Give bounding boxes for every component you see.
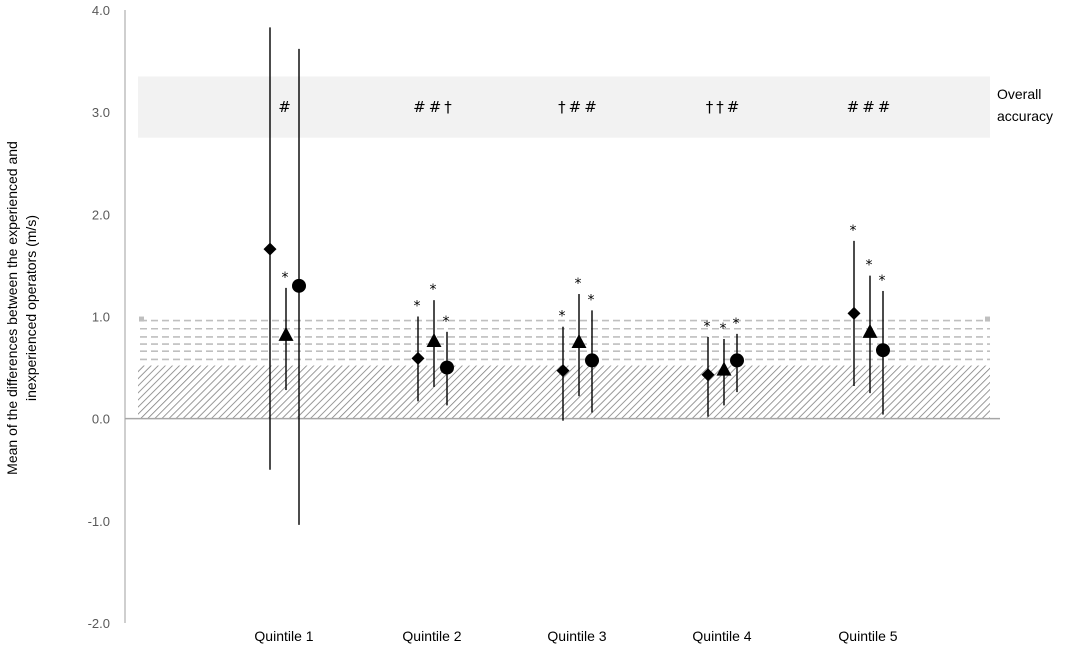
overall-accuracy-annotations: # ##† †## ††# ### bbox=[278, 98, 894, 116]
diamond-point bbox=[263, 242, 277, 256]
circle-point bbox=[876, 343, 890, 358]
triangle-point bbox=[716, 361, 732, 376]
y-axis-title: Mean of the differences between the expe… bbox=[4, 141, 39, 475]
y-axis: -2.0 -1.0 0.0 1.0 2.0 3.0 4.0 bbox=[88, 3, 126, 631]
category-labels: Quintile 1 Quintile 2 Quintile 3 Quintile 4… bbox=[254, 628, 897, 644]
reference-end-marker bbox=[139, 316, 144, 322]
significance-marker: * bbox=[575, 276, 582, 292]
y-tick-label: 1.0 bbox=[92, 310, 110, 325]
reference-region bbox=[138, 316, 990, 419]
y-tick-labels: -2.0 -1.0 0.0 1.0 2.0 3.0 4.0 bbox=[88, 3, 110, 631]
x-category-label: Quintile 5 bbox=[838, 628, 897, 644]
y-tick-label: 3.0 bbox=[92, 105, 110, 120]
circle-point bbox=[292, 278, 306, 293]
significance-marker: * bbox=[879, 273, 886, 289]
circle-point bbox=[585, 353, 599, 368]
triangle-point bbox=[571, 334, 587, 349]
overall-accuracy-band bbox=[138, 76, 990, 138]
significance-marker: * bbox=[733, 316, 740, 332]
diamond-point bbox=[556, 364, 570, 378]
overall-accuracy-annotation: ##† bbox=[413, 98, 455, 116]
y-tick-label: 0.0 bbox=[92, 412, 110, 427]
overall-accuracy-annotation: ††# bbox=[706, 98, 743, 116]
x-category-label: Quintile 1 bbox=[254, 628, 313, 644]
y-axis-title-line1: Mean of the differences between the expe… bbox=[4, 141, 20, 475]
overall-accuracy-annotation: ### bbox=[847, 98, 894, 116]
overall-accuracy-band-group: Overall accuracy bbox=[138, 76, 1053, 138]
overall-accuracy-label-line1: Overall bbox=[997, 86, 1041, 102]
significance-marker: * bbox=[414, 299, 421, 315]
y-tick-label: 4.0 bbox=[92, 3, 110, 18]
y-tick-label: -2.0 bbox=[88, 616, 110, 631]
triangle-point bbox=[426, 333, 442, 348]
overall-accuracy-label-line2: accuracy bbox=[997, 108, 1053, 124]
significance-marker: * bbox=[559, 309, 566, 325]
y-tick-label: 2.0 bbox=[92, 207, 110, 222]
significance-marker: * bbox=[588, 292, 595, 308]
significance-marker: * bbox=[850, 223, 857, 239]
x-category-label: Quintile 2 bbox=[402, 628, 461, 644]
triangle-point bbox=[862, 323, 878, 338]
circle-point bbox=[440, 360, 454, 375]
y-tick-label: -1.0 bbox=[88, 514, 110, 529]
y-axis-title-line2: inexperienced operators (m/s) bbox=[23, 215, 39, 401]
circle-point bbox=[730, 353, 744, 368]
triangle-point bbox=[278, 326, 294, 341]
significance-marker: * bbox=[282, 270, 289, 286]
overall-accuracy-annotation: # bbox=[278, 98, 294, 116]
data-marks: * * * * * * * * * * * * * bbox=[263, 27, 890, 525]
x-category-label: Quintile 4 bbox=[692, 628, 751, 644]
significance-marker: * bbox=[443, 314, 450, 330]
significance-marker: * bbox=[720, 321, 727, 337]
diamond-point bbox=[847, 306, 861, 320]
x-category-label: Quintile 3 bbox=[547, 628, 606, 644]
reference-end-marker bbox=[985, 316, 990, 322]
diamond-point bbox=[701, 368, 715, 382]
diamond-point bbox=[411, 351, 425, 365]
significance-marker: * bbox=[430, 282, 437, 298]
significance-marker: * bbox=[866, 258, 873, 274]
significance-marker: * bbox=[704, 319, 711, 335]
overall-accuracy-annotation: †## bbox=[558, 98, 600, 116]
